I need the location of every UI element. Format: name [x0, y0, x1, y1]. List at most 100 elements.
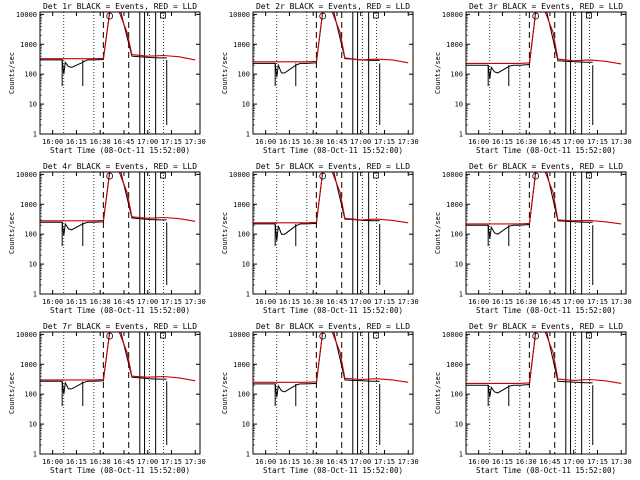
x-tick-label: 17:00: [137, 458, 158, 466]
y-tick-label: 1: [246, 131, 250, 139]
lld-series-line: [466, 11, 622, 65]
y-tick-label: 1: [33, 131, 37, 139]
x-tick-label: 16:45: [539, 138, 560, 146]
marker-square: [372, 12, 379, 19]
y-tick-label: 10: [29, 421, 37, 429]
x-tick-label: 16:45: [113, 138, 134, 146]
x-tick-label: 16:30: [516, 138, 537, 146]
x-tick-label: 16:45: [539, 458, 560, 466]
panel-title: Det 1r BLACK = Events, RED = LLD: [43, 2, 197, 11]
y-tick-label: 10: [455, 101, 463, 109]
x-axis-label: Start Time (08-Oct-11 15:52:00): [476, 306, 616, 315]
x-tick-label: 16:45: [113, 298, 134, 306]
y-tick-label: 1000: [233, 361, 250, 369]
y-tick-label: 10000: [229, 171, 250, 179]
x-tick-label: 17:15: [374, 138, 395, 146]
y-tick-label: 10000: [229, 11, 250, 19]
x-tick-label: 17:30: [611, 138, 632, 146]
panel-det-2: Det 2r BLACK = Events, RED = LLD 1 10 100 10…: [221, 2, 419, 155]
x-axis-label: Start Time (08-Oct-11 15:52:00): [263, 146, 403, 155]
events-series-line: [40, 331, 167, 395]
y-tick-label: 10000: [442, 171, 463, 179]
panel-title: Det 6r BLACK = Events, RED = LLD: [469, 162, 623, 171]
y-tick-label: 1: [33, 451, 37, 459]
x-tick-label: 16:30: [303, 458, 324, 466]
x-tick-label: 16:15: [492, 298, 513, 306]
y-axis-label: Counts/sec: [221, 372, 229, 414]
panel-det-1: Det 1r BLACK = Events, RED = LLD 1 10 100 10…: [8, 2, 206, 155]
x-tick-label: 16:00: [468, 458, 489, 466]
x-tick-label: 16:30: [516, 458, 537, 466]
y-tick-label: 1: [246, 291, 250, 299]
marker-square: [159, 172, 166, 179]
x-tick-label: 16:15: [279, 138, 300, 146]
x-tick-label: 17:15: [161, 138, 182, 146]
x-tick-label: 16:00: [468, 298, 489, 306]
x-tick-label: 17:00: [137, 298, 158, 306]
y-tick-label: 1000: [20, 201, 37, 209]
plot-frame: [39, 171, 201, 295]
panel-title: Det 3r BLACK = Events, RED = LLD: [469, 2, 623, 11]
x-tick-label: 17:30: [398, 298, 419, 306]
x-tick-label: 16:30: [303, 138, 324, 146]
x-tick-label: 16:45: [326, 138, 347, 146]
y-tick-label: 100: [450, 231, 463, 239]
x-axis-label: Start Time (08-Oct-11 15:52:00): [50, 146, 190, 155]
events-series-line: [466, 331, 593, 398]
x-tick-label: 17:30: [185, 138, 206, 146]
x-tick-label: 17:30: [185, 298, 206, 306]
y-tick-label: 1000: [446, 41, 463, 49]
y-tick-label: 10: [242, 261, 250, 269]
y-tick-label: 100: [237, 71, 250, 79]
x-tick-label: 17:30: [398, 458, 419, 466]
y-tick-label: 100: [450, 71, 463, 79]
x-tick-label: 16:30: [516, 298, 537, 306]
y-tick-label: 1000: [20, 41, 37, 49]
y-tick-label: 100: [24, 231, 37, 239]
x-tick-label: 17:00: [350, 298, 371, 306]
x-tick-label: 17:15: [374, 298, 395, 306]
panel-det-9: Det 9r BLACK = Events, RED = LLD 1 10 100 10…: [434, 322, 632, 475]
x-tick-label: 17:30: [611, 458, 632, 466]
y-tick-label: 10: [242, 421, 250, 429]
y-tick-label: 1000: [446, 361, 463, 369]
lld-series-line: [253, 331, 409, 383]
y-tick-label: 10000: [16, 171, 37, 179]
x-axis-label: Start Time (08-Oct-11 15:52:00): [50, 306, 190, 315]
y-tick-label: 10: [455, 261, 463, 269]
x-tick-label: 16:00: [468, 138, 489, 146]
x-axis-label: Start Time (08-Oct-11 15:52:00): [263, 306, 403, 315]
lld-series-line: [40, 331, 196, 382]
y-axis-label: Counts/sec: [434, 212, 442, 254]
panel-title: Det 8r BLACK = Events, RED = LLD: [256, 322, 410, 331]
plot-frame: [465, 331, 627, 455]
x-tick-label: 17:15: [161, 458, 182, 466]
y-tick-label: 100: [24, 391, 37, 399]
marker-square: [372, 172, 379, 179]
x-tick-label: 16:45: [326, 458, 347, 466]
y-tick-label: 10000: [442, 331, 463, 339]
marker-square: [159, 332, 166, 339]
x-tick-label: 17:15: [587, 298, 608, 306]
y-tick-label: 1000: [233, 41, 250, 49]
y-tick-label: 10: [29, 261, 37, 269]
lld-series-line: [253, 171, 409, 224]
y-tick-label: 1000: [20, 361, 37, 369]
y-tick-label: 1: [459, 451, 463, 459]
x-tick-label: 17:00: [350, 138, 371, 146]
marker-square: [159, 12, 166, 19]
y-axis-label: Counts/sec: [8, 52, 16, 94]
y-tick-label: 10000: [16, 331, 37, 339]
y-tick-label: 100: [24, 71, 37, 79]
plot-frame: [252, 11, 414, 135]
x-tick-label: 16:45: [326, 298, 347, 306]
x-tick-label: 16:30: [303, 298, 324, 306]
x-tick-label: 16:15: [66, 298, 87, 306]
y-tick-label: 1: [33, 291, 37, 299]
panel-title: Det 2r BLACK = Events, RED = LLD: [256, 2, 410, 11]
lld-series-line: [466, 171, 622, 225]
x-tick-label: 17:15: [374, 458, 395, 466]
x-tick-label: 16:00: [42, 138, 63, 146]
x-tick-label: 17:00: [350, 458, 371, 466]
